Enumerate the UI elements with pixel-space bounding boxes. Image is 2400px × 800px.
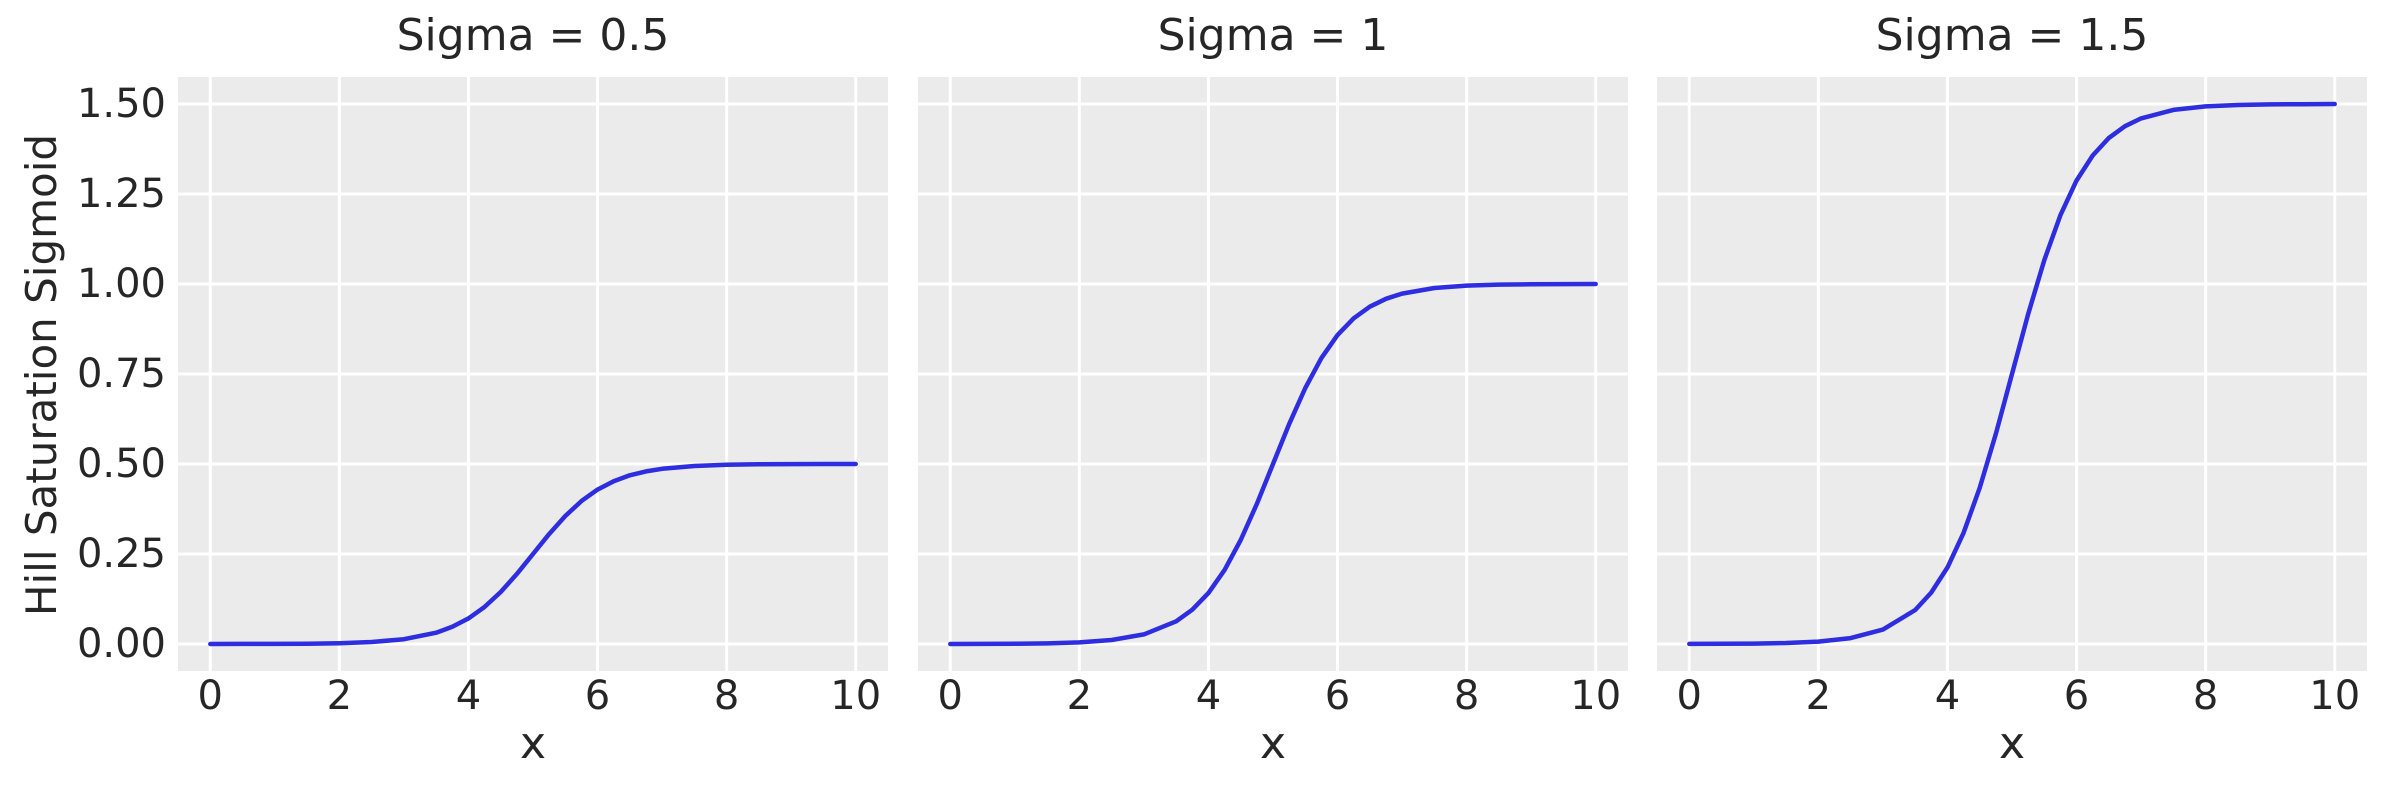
curve-svg	[1657, 77, 2367, 671]
curve-svg	[918, 77, 1628, 671]
x-tick-label: 0	[1676, 673, 1702, 719]
subplot-1-plot-area	[178, 77, 888, 671]
x-tick-label: 10	[1570, 673, 1622, 719]
x-tick-label: 6	[2063, 673, 2090, 719]
x-tick-label: 6	[584, 673, 611, 719]
subplot-3-plot-area	[1657, 77, 2367, 671]
x-tick-label: 8	[713, 673, 740, 719]
sigmoid-curve	[208, 461, 858, 647]
y-tick-label: 0.50	[76, 441, 166, 487]
y-tick-label: 0.00	[76, 621, 166, 667]
x-tick-label: 2	[1066, 673, 1093, 719]
y-tick-label: 1.25	[76, 171, 166, 217]
y-tick-label: 0.75	[76, 351, 166, 397]
subplot-2-plot-area	[918, 77, 1628, 671]
sigmoid-curve	[948, 281, 1598, 647]
subplot-3-title: Sigma = 1.5	[1875, 10, 2149, 61]
subplot-sigma-1-5: Sigma = 1.5 0 2 4 6 8 10 x	[1657, 0, 2367, 800]
y-tick-label: 1.00	[76, 261, 166, 307]
x-tick-label: 2	[1805, 673, 1832, 719]
x-tick-label: 8	[2192, 673, 2219, 719]
x-tick-label: 0	[197, 673, 223, 719]
x-tick-label: 8	[1453, 673, 1480, 719]
x-tick-label: 10	[2309, 673, 2361, 719]
x-tick-label: 0	[937, 673, 963, 719]
x-tick-label: 10	[830, 673, 882, 719]
subplot-1-title: Sigma = 0.5	[396, 10, 670, 61]
sigmoid-curve	[1687, 101, 2337, 647]
x-tick-label: 4	[455, 673, 482, 719]
subplot-2-title: Sigma = 1	[1157, 10, 1389, 61]
x-tick-label: 4	[1195, 673, 1222, 719]
subplot-sigma-1: Sigma = 1 0 2 4 6 8 10 x	[918, 0, 1628, 800]
y-tick-label: 0.25	[76, 531, 166, 577]
x-tick-label: 2	[326, 673, 353, 719]
y-tick-label: 1.50	[76, 81, 166, 127]
x-tick-label: 6	[1324, 673, 1351, 719]
subplot-2-x-axis-label: x	[1259, 718, 1287, 769]
subplot-1-x-axis-label: x	[519, 718, 547, 769]
x-tick-label: 4	[1934, 673, 1961, 719]
curve-svg	[178, 77, 888, 671]
subplot-3-x-axis-label: x	[1998, 718, 2026, 769]
subplot-sigma-0-5: Sigma = 0.5 0 2 4 6 8 10 0.00 0.25 0.50 0.75 1.00…	[77, 0, 888, 800]
